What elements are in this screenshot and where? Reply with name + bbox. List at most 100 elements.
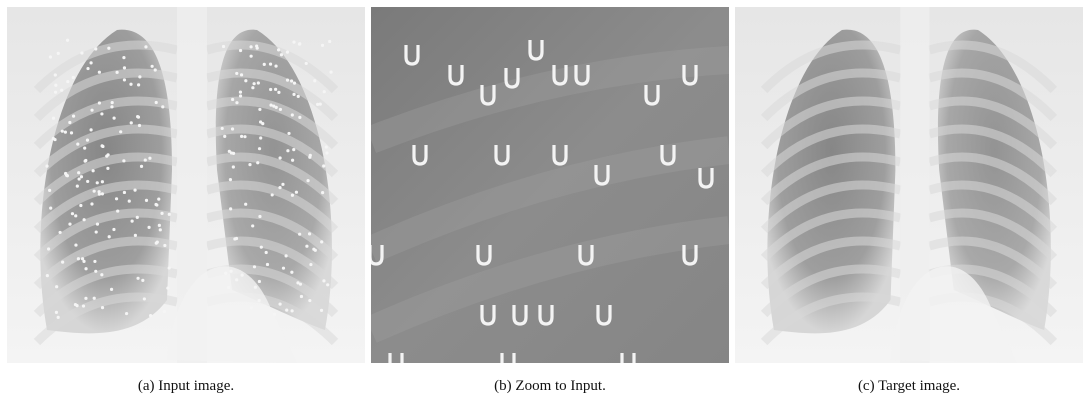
noise-dot xyxy=(143,297,146,300)
noise-dot xyxy=(249,45,252,48)
noise-dot xyxy=(141,279,144,282)
noise-dot xyxy=(298,233,301,236)
noise-dot xyxy=(72,115,75,118)
noise-dot xyxy=(93,297,96,300)
noise-dot xyxy=(106,167,109,170)
noise-dot xyxy=(137,83,140,86)
noise-dot xyxy=(86,138,89,141)
noise-dot xyxy=(48,189,51,192)
noise-dot xyxy=(161,105,164,108)
noise-dot xyxy=(286,79,289,82)
noise-dot xyxy=(79,204,82,207)
noise-dot xyxy=(259,136,262,139)
noise-dot xyxy=(260,246,263,249)
noise-dot xyxy=(110,288,113,291)
noise-dot xyxy=(328,40,331,43)
noise-dot xyxy=(158,224,161,227)
noise-dot xyxy=(271,193,274,196)
noise-dot xyxy=(159,228,162,231)
noise-dot xyxy=(308,299,311,302)
noise-dot xyxy=(322,279,325,282)
noise-dot xyxy=(254,286,257,289)
noise-dot xyxy=(312,248,315,251)
noise-dot xyxy=(228,150,231,153)
noise-dot xyxy=(319,103,322,106)
noise-dot xyxy=(286,50,289,53)
noise-dot xyxy=(136,277,139,280)
noise-dot xyxy=(160,212,163,215)
noise-dot xyxy=(96,223,99,226)
noise-dot xyxy=(277,48,280,51)
noise-dot xyxy=(308,156,311,159)
noise-dot xyxy=(258,280,261,283)
noise-dot xyxy=(258,147,261,150)
noise-dot xyxy=(49,55,52,58)
noise-dot xyxy=(55,285,58,288)
noise-dot xyxy=(116,209,119,212)
noise-dot xyxy=(131,220,134,223)
noise-dot xyxy=(66,39,69,42)
noise-dot xyxy=(291,113,294,116)
noise-dot xyxy=(263,63,266,66)
noise-dot xyxy=(224,272,227,275)
noise-dot xyxy=(241,274,244,277)
noise-dot xyxy=(52,137,55,140)
noise-dot xyxy=(55,311,58,314)
noise-dot xyxy=(300,295,303,298)
noise-dot xyxy=(74,303,77,306)
noise-dot xyxy=(133,189,136,192)
noise-dot xyxy=(129,83,132,86)
noise-dot xyxy=(93,260,96,263)
noise-dot xyxy=(98,190,101,193)
noise-dot xyxy=(76,143,79,146)
noise-dot xyxy=(278,302,281,305)
noise-dot xyxy=(239,94,242,97)
noise-dot xyxy=(106,153,109,156)
noise-dot xyxy=(86,67,89,70)
noise-dot xyxy=(285,309,288,312)
noise-dot xyxy=(287,132,290,135)
noise-dot xyxy=(71,212,74,215)
noise-dot xyxy=(292,148,295,151)
noise-dot xyxy=(86,180,89,183)
noise-dot xyxy=(325,145,328,148)
noise-dot xyxy=(46,274,49,277)
noise-dot xyxy=(229,178,232,181)
noise-dot xyxy=(232,152,235,155)
noise-dot xyxy=(235,278,238,281)
noise-dot xyxy=(144,45,147,48)
xray-image xyxy=(7,7,365,363)
noise-dot xyxy=(157,198,160,201)
noise-dot xyxy=(111,101,114,104)
noise-dot xyxy=(148,157,151,160)
noise-dot xyxy=(60,89,63,92)
noise-dot xyxy=(244,203,247,206)
noise-dot xyxy=(322,164,325,167)
noise-dot xyxy=(82,304,85,307)
noise-dot xyxy=(122,159,125,162)
noise-dot xyxy=(258,108,261,111)
noise-dot xyxy=(277,91,280,94)
noise-dot xyxy=(110,105,113,108)
noise-dot xyxy=(323,90,326,93)
noise-dot xyxy=(93,190,96,193)
noise-dot xyxy=(295,191,298,194)
noise-dot xyxy=(240,135,243,138)
noise-dot xyxy=(76,185,79,188)
noise-dot xyxy=(54,73,57,76)
noise-dot xyxy=(305,245,308,248)
noise-dot xyxy=(94,47,97,50)
noise-dot xyxy=(144,158,147,161)
noise-dot xyxy=(134,234,137,237)
noise-dot xyxy=(92,169,95,172)
noise-dot xyxy=(80,51,83,54)
noise-dot xyxy=(138,75,141,78)
noise-dot xyxy=(222,45,225,48)
noise-dot xyxy=(45,165,48,168)
noise-dot xyxy=(273,313,276,316)
noise-dot xyxy=(122,56,125,59)
noise-dot xyxy=(113,117,116,120)
noise-dot xyxy=(58,231,61,234)
noise-dot xyxy=(281,183,284,186)
noise-dot xyxy=(163,244,166,247)
